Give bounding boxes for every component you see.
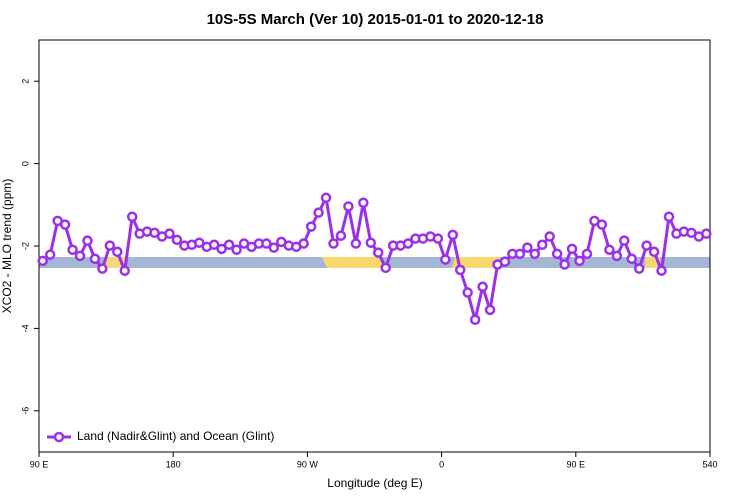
data-point: [566, 243, 578, 255]
data-point: [619, 235, 630, 246]
data-point: [164, 228, 175, 239]
land-ocean-band: [39, 257, 710, 268]
data-point: [104, 240, 116, 251]
x-axis-label: Longitude (deg E): [327, 476, 422, 490]
data-point: [641, 240, 652, 251]
y-tick-label: -6: [20, 407, 30, 415]
data-point: [313, 207, 324, 218]
data-point: [82, 235, 93, 246]
x-tick-label: 540: [702, 459, 717, 469]
land-band: [645, 257, 660, 268]
data-point: [44, 249, 56, 260]
data-point: [447, 229, 459, 241]
data-point: [522, 242, 533, 253]
data-point: [320, 192, 332, 204]
data-point: [298, 238, 309, 249]
y-tick-label: 0: [20, 161, 30, 166]
data-point: [454, 264, 466, 276]
data-point: [663, 211, 675, 222]
data-point: [402, 238, 414, 249]
data-point: [544, 231, 555, 242]
data-point: [701, 228, 712, 239]
chart-title: 10S-5S March (Ver 10) 2015-01-01 to 2020…: [207, 11, 544, 28]
land-band: [452, 257, 500, 268]
data-point: [328, 238, 339, 249]
data-point: [216, 243, 227, 255]
x-tick-label: 90 E: [30, 459, 49, 469]
data-point: [261, 238, 272, 249]
legend-marker: [53, 431, 65, 443]
data-point: [477, 281, 488, 293]
data-point: [74, 250, 86, 262]
data-point: [380, 262, 391, 274]
data-point: [633, 263, 645, 274]
data-point: [551, 248, 563, 260]
data-point: [223, 239, 235, 251]
data-point: [335, 230, 347, 241]
data-point: [358, 197, 369, 208]
x-tick-label: 0: [439, 459, 444, 469]
y-tick-label: -2: [20, 242, 30, 250]
data-point: [67, 244, 78, 255]
data-point: [372, 247, 384, 258]
data-point: [89, 253, 101, 265]
data-point: [119, 265, 130, 276]
data-point: [37, 255, 48, 267]
data-point: [499, 256, 511, 267]
data-point: [529, 248, 541, 260]
data-point: [514, 248, 526, 260]
data-point: [574, 255, 585, 267]
y-axis-label: XCO2 - MLO trend (ppm): [0, 179, 14, 314]
x-tick-label: 180: [166, 459, 181, 469]
data-point: [126, 211, 138, 222]
y-tick-label: 2: [20, 79, 30, 84]
data-point: [343, 201, 354, 212]
data-point: [604, 244, 615, 255]
data-point: [305, 221, 317, 232]
legend-label: Land (Nadir&Glint) and Ocean (Glint): [77, 429, 274, 443]
x-tick-label: 90 E: [567, 459, 586, 469]
data-point: [484, 304, 496, 316]
data-point: [656, 265, 667, 276]
data-point: [462, 287, 473, 298]
data-point: [231, 244, 242, 255]
data-point: [611, 250, 623, 262]
data-point: [537, 239, 548, 251]
land-band: [105, 257, 125, 268]
data-point: [440, 254, 451, 265]
data-point: [365, 237, 377, 248]
data-point: [596, 219, 608, 230]
data-point: [171, 234, 183, 246]
x-tick-label: 90 W: [297, 459, 319, 469]
land-band: [322, 257, 387, 268]
data-point: [626, 253, 637, 265]
data-point: [194, 237, 205, 248]
data-point: [469, 314, 481, 325]
data-point: [432, 233, 444, 244]
data-point: [112, 246, 123, 258]
data-point: [581, 248, 593, 260]
data-point: [268, 242, 280, 253]
data-point: [648, 246, 660, 258]
data-point: [559, 259, 570, 270]
data-point: [208, 239, 220, 251]
data-point: [59, 219, 71, 230]
data-point: [350, 238, 362, 249]
y-tick-label: -4: [20, 324, 30, 332]
data-point: [97, 263, 108, 274]
